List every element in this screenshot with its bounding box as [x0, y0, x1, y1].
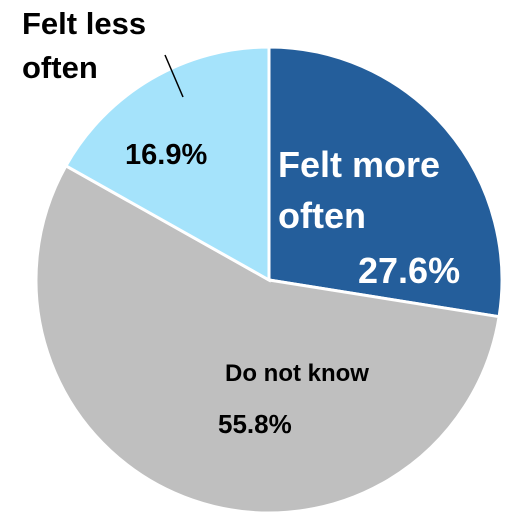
value-do-not-know: 55.8% [218, 409, 292, 439]
label-do-not-know: Do not know [225, 360, 369, 387]
label-felt-less-often-line1: Felt less [22, 6, 146, 41]
slice-felt-less-often [63, 45, 271, 283]
label-felt-more-often-line2: often [278, 195, 366, 236]
pie-slices [34, 45, 504, 512]
label-felt-more-often-line1: Felt more [278, 144, 440, 185]
slice-felt-more-often [267, 45, 504, 319]
value-felt-more-often: 27.6% [358, 250, 460, 291]
slice-do-not-know [34, 163, 501, 512]
label-felt-less-often-line2: often [22, 50, 98, 85]
less-often-leader-line [164, 54, 184, 98]
value-felt-less-often: 16.9% [125, 139, 207, 171]
